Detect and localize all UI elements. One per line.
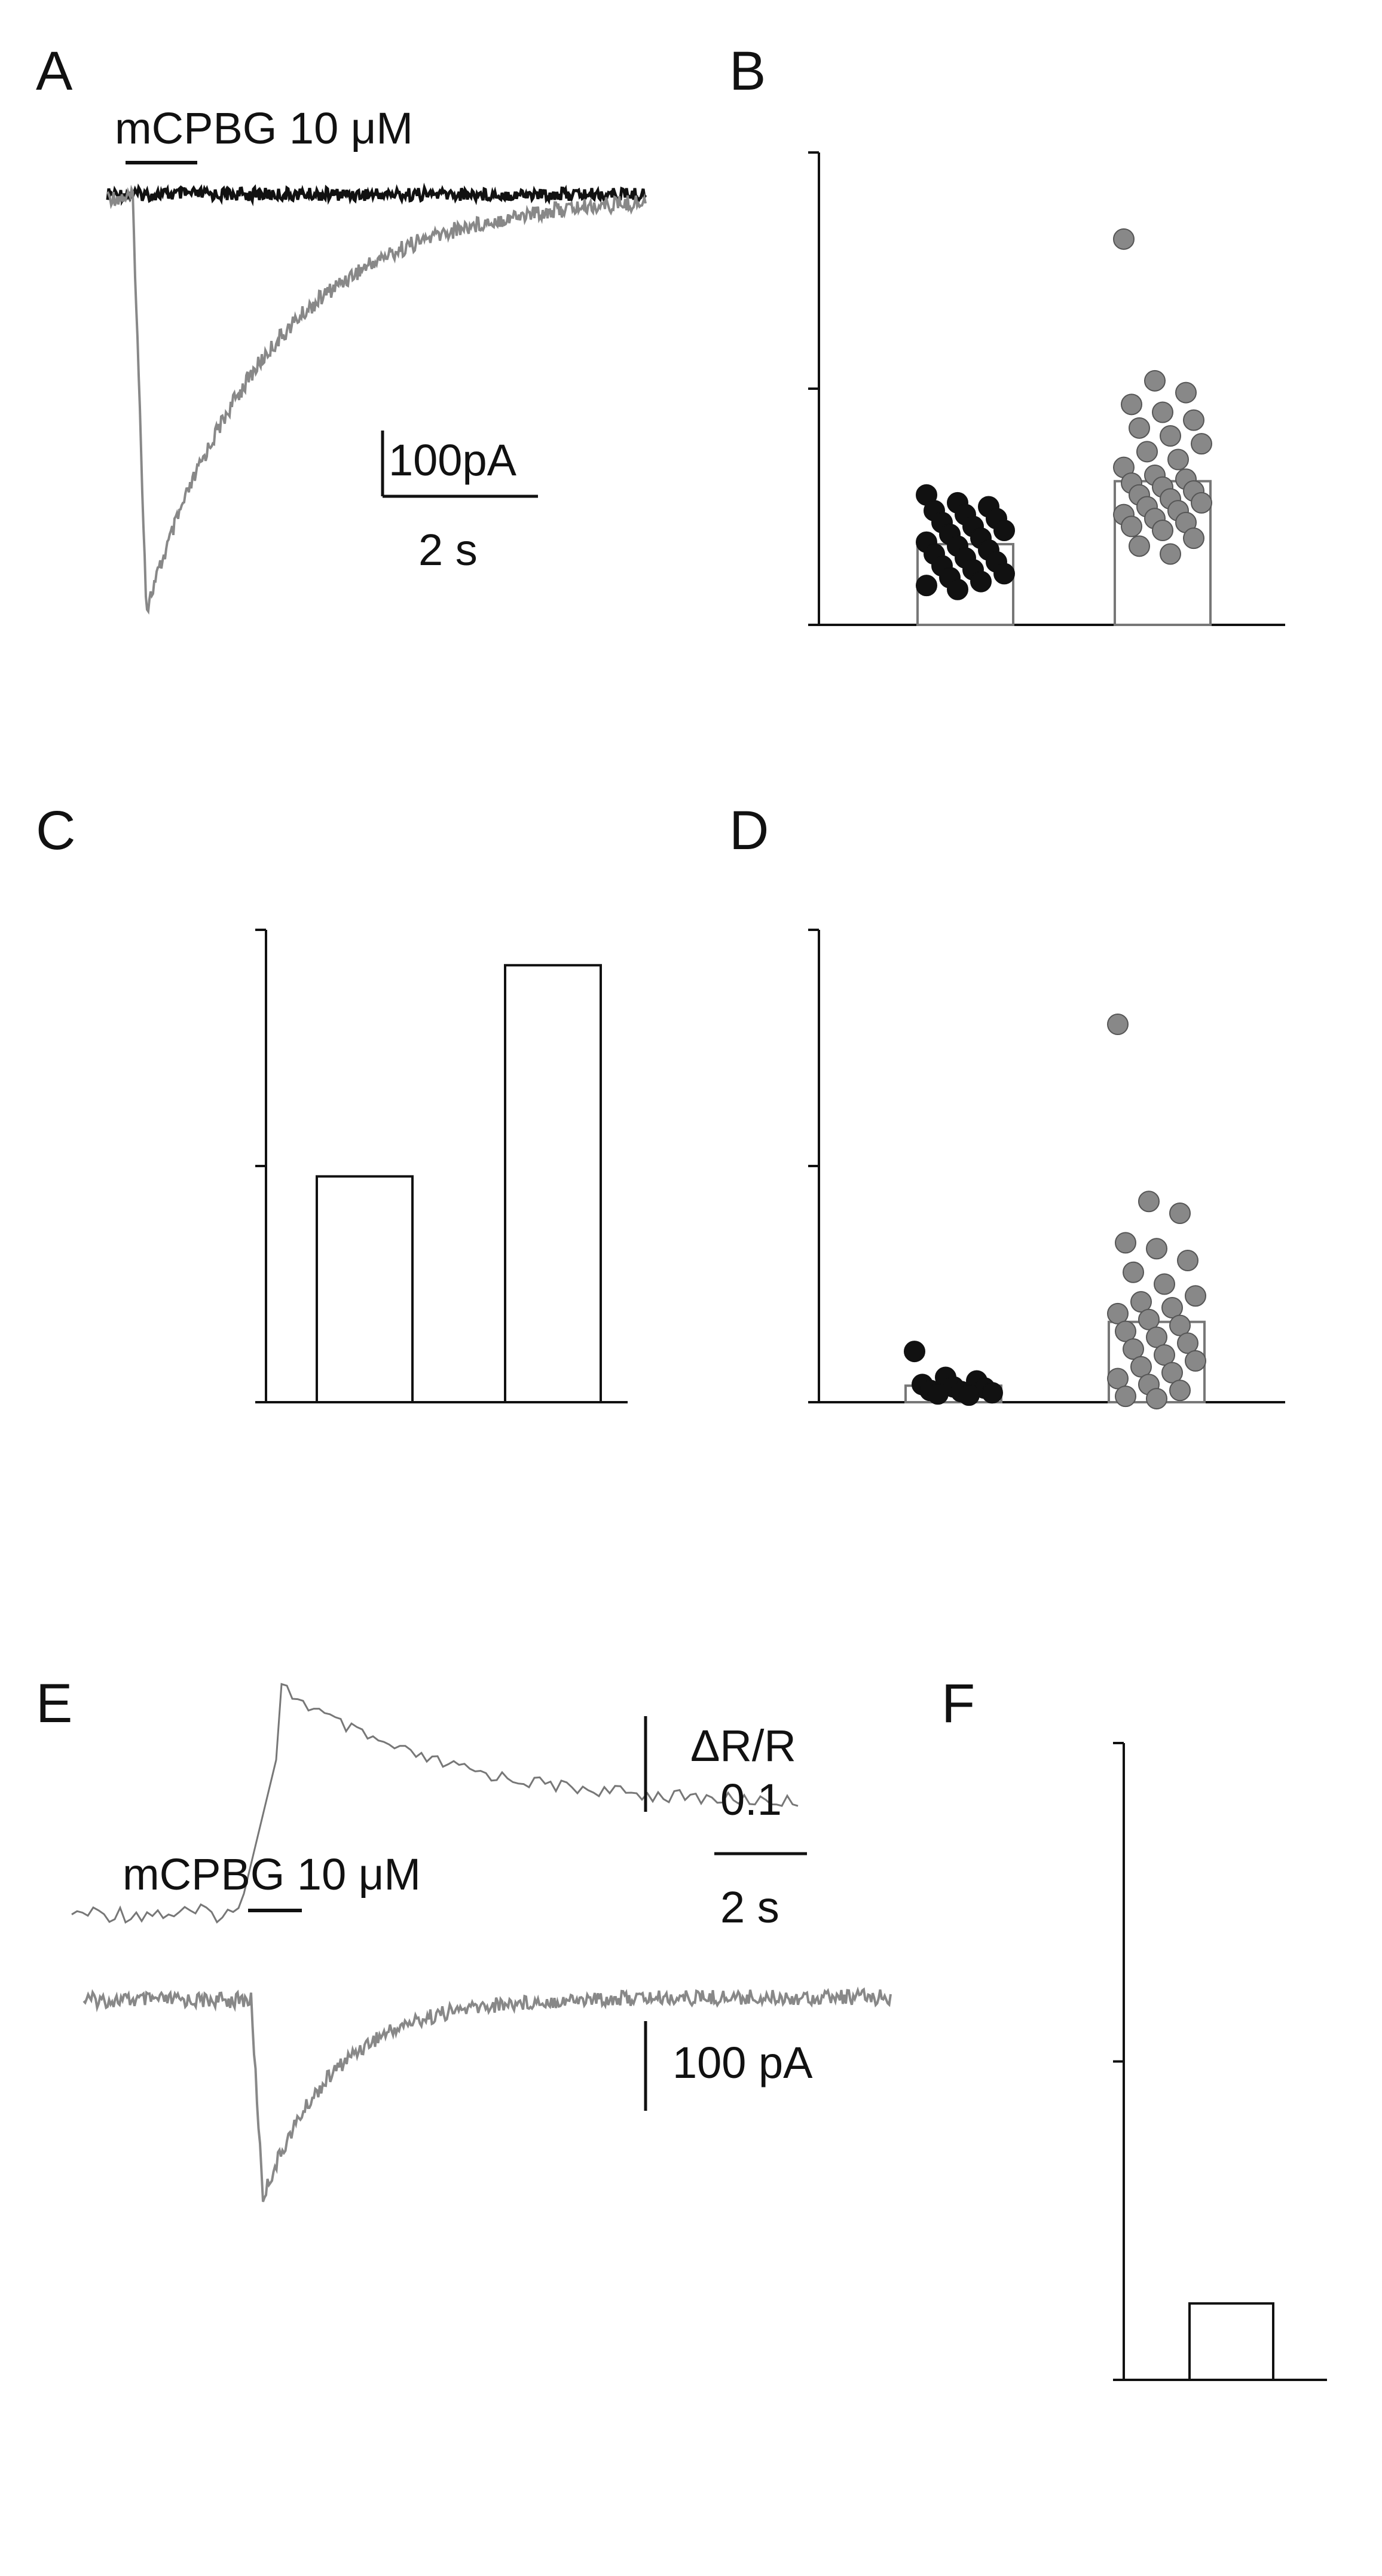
panel-b: B [729,41,1285,627]
data-point-adult [1113,228,1135,250]
data-point-adult [1115,1232,1136,1254]
data-point-adult [1152,401,1173,423]
current-density-chart [808,929,1285,1410]
panel-e: E ΔR/R 0.1 2 s mCPBG 10 μM 100 pA [36,1673,892,2202]
panel-f: F [941,1673,1327,2381]
data-point-adult [1130,1356,1152,1378]
panel-letter-b: B [729,41,766,102]
panel-letter-a: A [36,41,73,102]
bar-adult [1188,2302,1274,2381]
data-point-adult [1191,433,1212,455]
data-point-adult [1175,381,1197,404]
data-point-newborn [958,1384,980,1406]
data-point-adult [1146,1388,1167,1410]
data-point-adult [1185,1285,1206,1307]
data-point-adult [1129,535,1150,557]
data-point-adult [1138,1191,1160,1213]
data-point-adult [1160,543,1181,565]
data-point-adult [1169,1379,1191,1402]
data-point-adult [1185,1350,1206,1372]
data-point-adult [1136,441,1158,463]
data-point-adult [1177,1250,1198,1271]
data-point-adult [1107,1368,1129,1390]
membrane-current-trace [82,1986,892,2202]
newborn-current-trace [106,182,647,207]
ratio-scale-label: ΔR/R [690,1721,796,1771]
data-point-adult [1177,1332,1198,1354]
data-point-adult [1183,527,1204,550]
current-scale-label: 100pA [389,435,517,485]
panel-d: D [729,800,1285,1410]
data-point-newborn [993,563,1015,585]
bar-adult [504,964,602,1403]
data-point-newborn [947,578,968,600]
data-point-adult [1146,1326,1167,1348]
ratio-scale-value: 0.1 [720,1775,782,1824]
data-point-adult [1154,1273,1175,1295]
panel-a: A mCPBG 10 μM 100pA 2 s [36,41,647,615]
data-point-newborn [982,1382,1003,1404]
data-point-adult [1107,1014,1129,1035]
time-scale-label-e: 2 s [720,1882,779,1932]
data-point-adult [1121,515,1142,538]
data-point-adult [1161,1297,1183,1318]
current-scale-label-e: 100 pA [672,2038,813,2087]
data-point-adult [1130,1291,1152,1313]
capacitance-chart [808,151,1285,627]
data-point-adult [1154,1344,1175,1366]
data-point-adult [1183,409,1204,431]
data-point-adult [1144,370,1166,392]
data-point-newborn [927,1383,949,1405]
data-point-adult [1146,1238,1167,1260]
data-point-adult [1160,425,1181,447]
bar-newborn [316,1175,414,1403]
data-point-adult [1169,1202,1191,1224]
adult-current-trace [106,184,647,615]
time-scale-label: 2 s [418,525,478,575]
data-point-adult [1115,1385,1136,1408]
panel-letter-d: D [729,800,769,861]
calcium-transient-chart [1113,1742,1327,2381]
data-point-adult [1121,393,1142,416]
data-point-adult [1152,520,1173,541]
data-point-adult [1191,492,1212,514]
panel-c: C [36,800,628,1403]
data-point-adult [1167,448,1189,471]
data-point-adult [1107,1302,1129,1324]
drug-application-label-e: mCPBG 10 μM [123,1849,421,1899]
data-point-adult [1123,1261,1144,1283]
data-point-adult [1138,1308,1160,1330]
data-point-newborn [904,1341,925,1363]
data-point-newborn [970,570,992,593]
panel-letter-c: C [36,800,75,861]
data-point-newborn [916,575,937,597]
responsive-cells-chart [255,929,628,1403]
panel-letter-e: E [36,1673,72,1734]
data-point-adult [1123,1338,1144,1360]
data-point-adult [1115,1320,1136,1342]
data-point-newborn [993,520,1015,541]
drug-application-label: mCPBG 10 μM [115,103,413,153]
data-point-adult [1129,417,1150,439]
calcium-ratio-trace [71,1683,799,1924]
data-point-adult [1169,1314,1191,1336]
data-point-adult [1161,1362,1183,1384]
panel-letter-f: F [941,1673,975,1734]
